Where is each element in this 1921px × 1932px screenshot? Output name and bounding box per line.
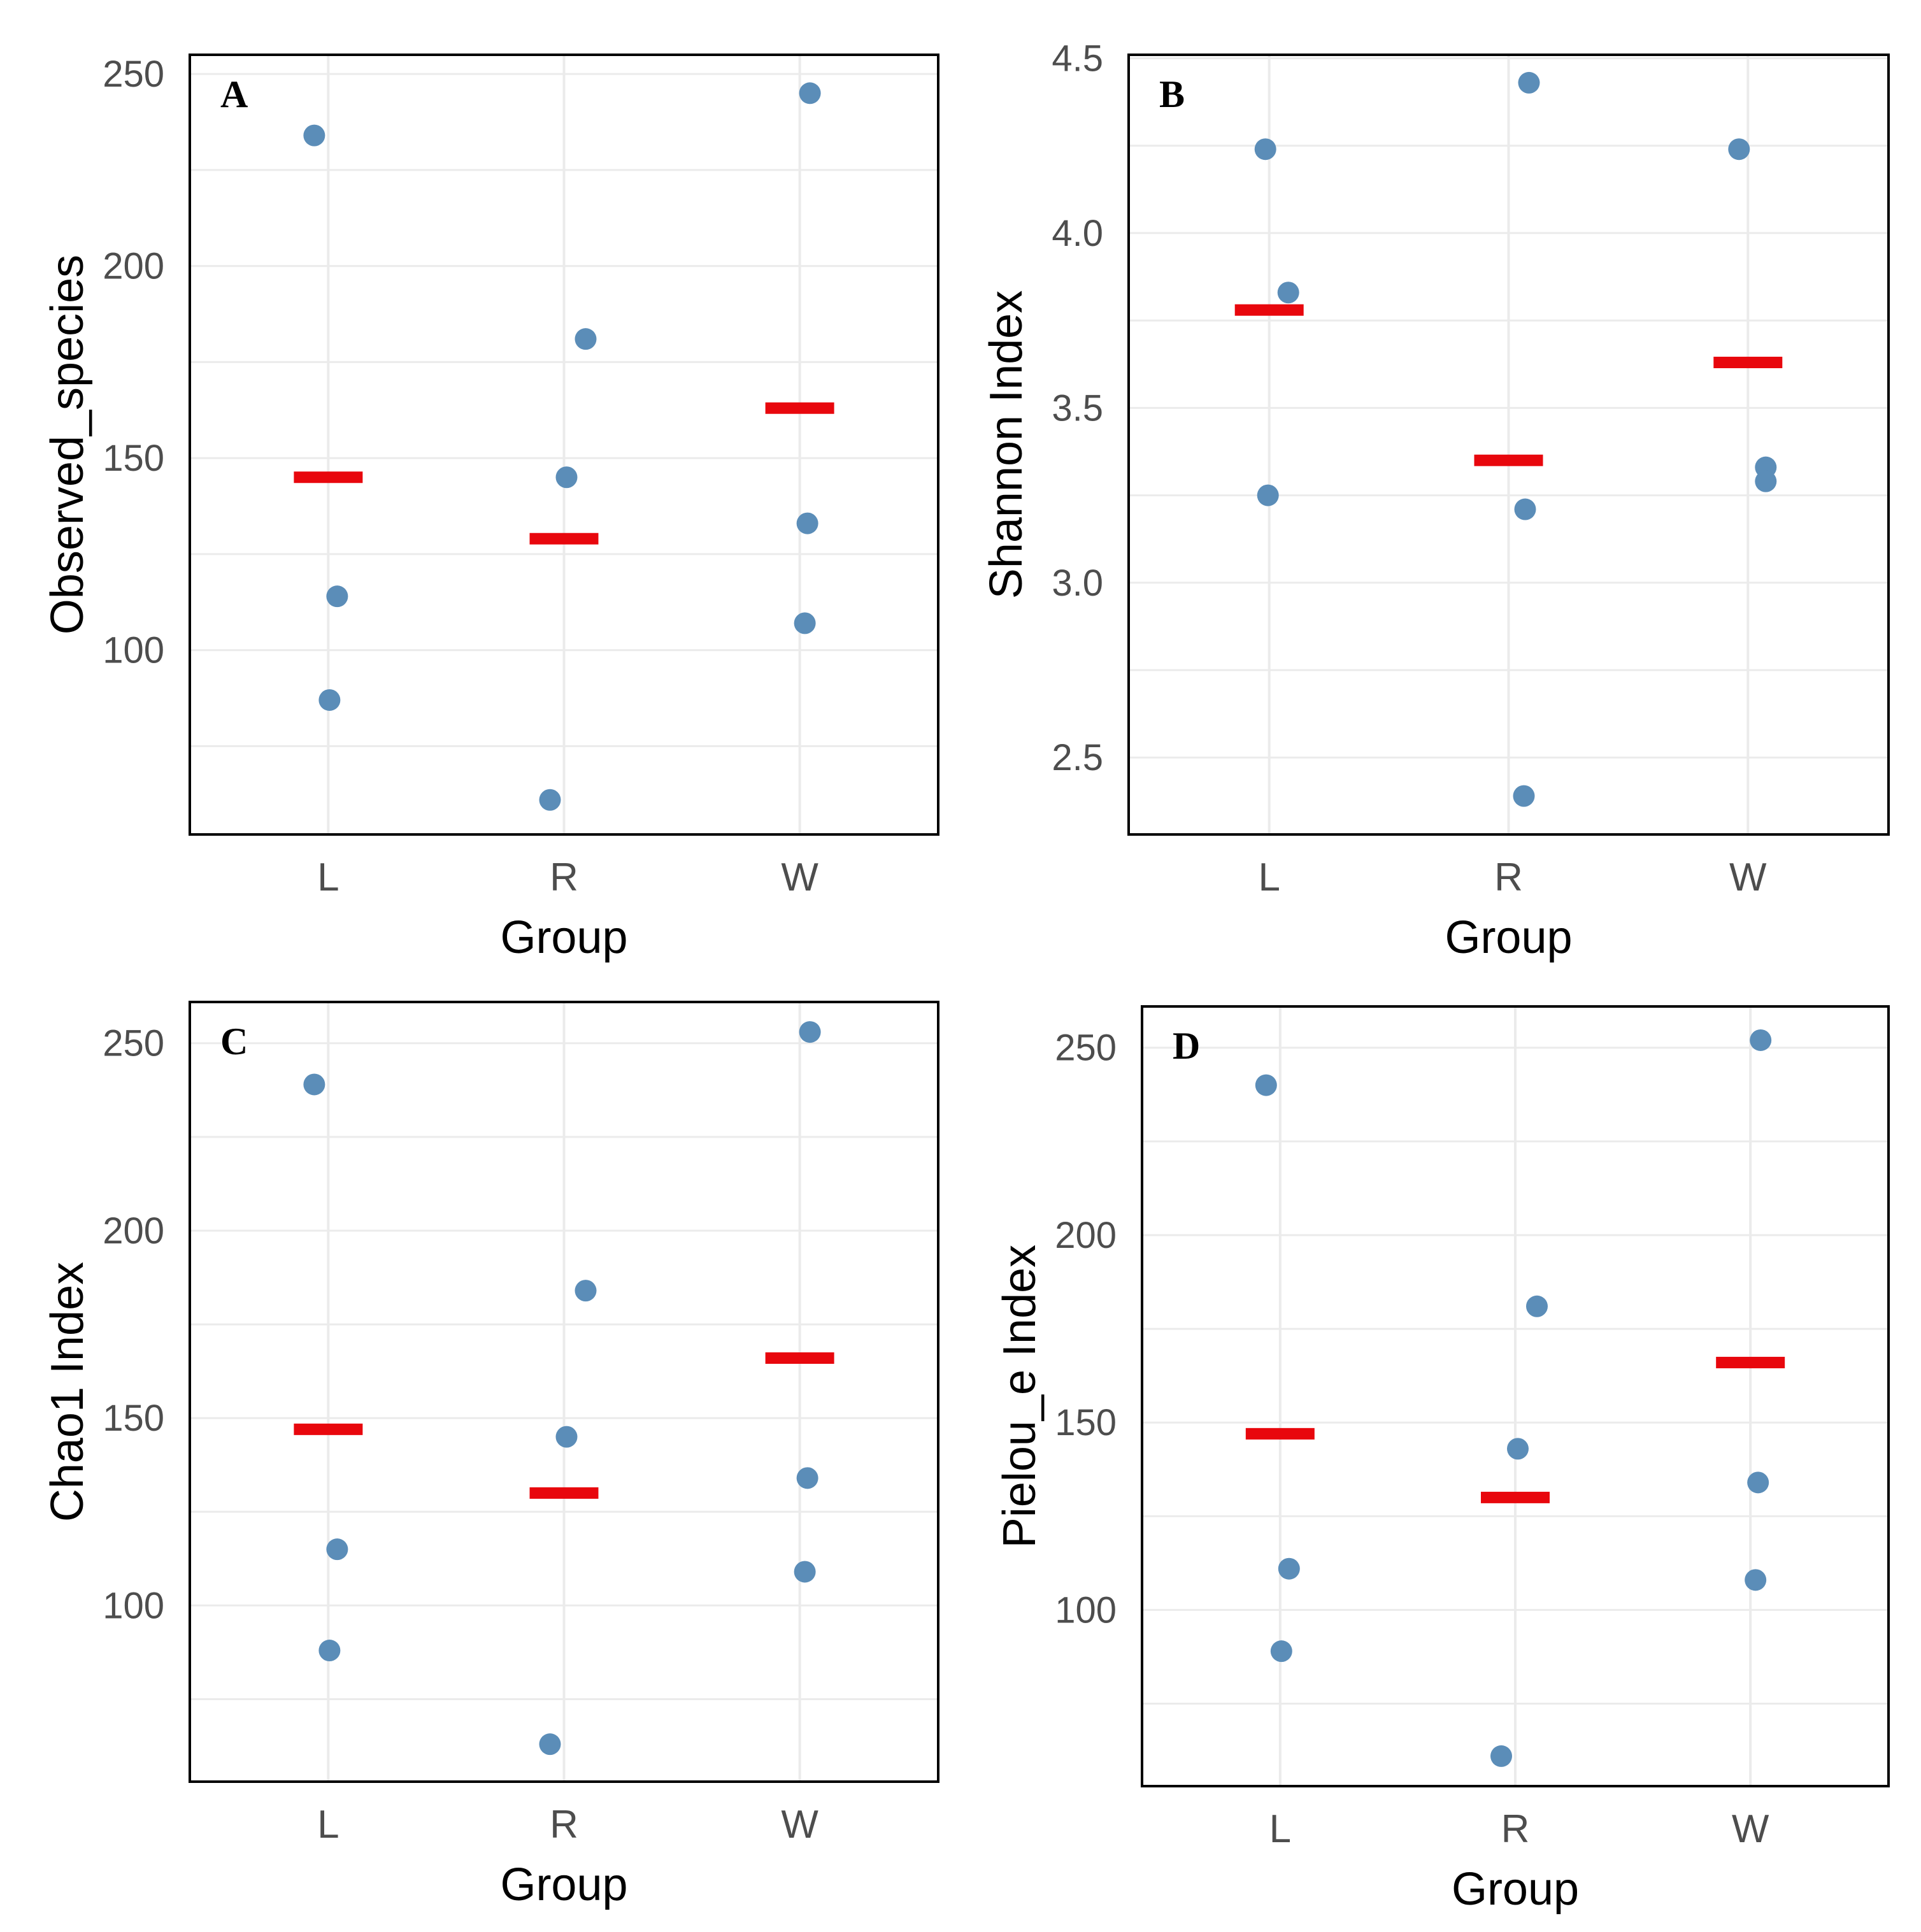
panel-D-mean-bar-L bbox=[1245, 1428, 1315, 1440]
panel-A-point-L bbox=[326, 585, 348, 608]
panel-D-point-W bbox=[1750, 1029, 1772, 1051]
panel-A-letter: A bbox=[220, 73, 248, 115]
panel-B-mean-bar-L bbox=[1234, 304, 1304, 316]
panel-B-point-L bbox=[1254, 138, 1276, 161]
panel-C-x-tick-label: R bbox=[550, 1803, 578, 1847]
panel-C-mean-bar-L bbox=[294, 1423, 363, 1435]
panel-A-point-W bbox=[794, 612, 816, 634]
panel-D-x-tick-label: W bbox=[1732, 1807, 1769, 1851]
panel-B-y-tick-label: 3.0 bbox=[1052, 562, 1103, 604]
panel-B-y-tick-label: 4.0 bbox=[1052, 213, 1103, 254]
panel-D-point-R bbox=[1507, 1438, 1529, 1460]
panel-A-point-R bbox=[539, 789, 561, 811]
panel-B-point-R bbox=[1513, 785, 1535, 807]
panel-D-y-tick-label: 250 bbox=[1055, 1027, 1117, 1069]
panel-A-mean-bar-R bbox=[529, 533, 599, 545]
panel-A-point-R bbox=[555, 466, 578, 489]
panel-B-point-R bbox=[1514, 498, 1536, 520]
panel-C-x-tick-label: L bbox=[317, 1803, 339, 1847]
panel-C-point-R bbox=[575, 1280, 597, 1302]
panel-A-frame bbox=[189, 54, 939, 836]
panel-D-y-tick-label: 200 bbox=[1055, 1215, 1117, 1256]
panel-B-point-L bbox=[1277, 282, 1299, 304]
panel-B-frame bbox=[1127, 54, 1890, 836]
panel-C-point-L bbox=[326, 1538, 348, 1561]
panel-C-point-L bbox=[318, 1640, 341, 1662]
panel-A-point-L bbox=[318, 689, 341, 711]
panel-C-mean-bar-W bbox=[765, 1352, 834, 1364]
panel-C-frame bbox=[189, 1001, 939, 1783]
panel-B-mean-bar-R bbox=[1474, 454, 1543, 466]
panel-D-point-L bbox=[1278, 1557, 1300, 1580]
panel-C-point-R bbox=[555, 1426, 578, 1448]
panel-D-y-tick-label: 150 bbox=[1055, 1402, 1117, 1443]
panel-A-mean-bar-W bbox=[765, 402, 834, 414]
panel-C-y-axis-title: Chao1 Index bbox=[42, 1262, 93, 1522]
panel-C-point-W bbox=[796, 1467, 818, 1489]
panel-C-y-tick-label: 100 bbox=[103, 1585, 164, 1626]
panel-C-point-R bbox=[539, 1733, 561, 1756]
panel-D-y-tick-label: 100 bbox=[1055, 1589, 1117, 1631]
panel-B-x-tick-label: L bbox=[1258, 855, 1280, 899]
panel-D-point-L bbox=[1270, 1640, 1292, 1663]
panel-A-point-W bbox=[799, 82, 821, 104]
panel-B-point-W bbox=[1755, 470, 1777, 492]
panel-C-letter: C bbox=[220, 1020, 248, 1063]
panel-A-y-tick-label: 150 bbox=[103, 438, 164, 479]
panel-C-x-tick-label: W bbox=[781, 1803, 818, 1847]
panel-B-letter: B bbox=[1159, 73, 1185, 115]
panel-B-x-axis-title: Group bbox=[1445, 912, 1572, 963]
panel-A-point-W bbox=[796, 512, 818, 534]
panel-A-x-tick-label: L bbox=[317, 855, 339, 899]
panel-A-x-axis-title: Group bbox=[500, 912, 627, 963]
panel-D-x-tick-label: L bbox=[1269, 1807, 1291, 1851]
panel-C-point-L bbox=[303, 1073, 325, 1096]
panel-A-mean-bar-L bbox=[294, 471, 363, 483]
panel-C-point-W bbox=[794, 1561, 816, 1583]
panel-A-point-R bbox=[575, 328, 597, 350]
panel-B-y-axis-title: Shannon Index bbox=[981, 290, 1032, 599]
panel-B-x-tick-label: R bbox=[1494, 855, 1523, 899]
panel-B-x-tick-label: W bbox=[1729, 855, 1767, 899]
panel-D-letter: D bbox=[1173, 1025, 1200, 1067]
panel-A-point-L bbox=[303, 124, 325, 147]
panel-D-frame bbox=[1141, 1005, 1890, 1787]
panel-B-point-W bbox=[1728, 138, 1750, 161]
panel-A-x-tick-label: R bbox=[550, 855, 578, 899]
panel-C-mean-bar-R bbox=[529, 1487, 599, 1499]
panel-B-y-tick-label: 3.5 bbox=[1052, 387, 1103, 429]
panel-D-point-R bbox=[1490, 1745, 1512, 1767]
panel-D-point-L bbox=[1255, 1074, 1277, 1096]
panel-C-point-W bbox=[799, 1021, 821, 1043]
panel-B-y-tick-label: 4.5 bbox=[1052, 38, 1103, 79]
panel-B-mean-bar-W bbox=[1713, 357, 1783, 369]
panel-B-y-tick-label: 2.5 bbox=[1052, 737, 1103, 778]
panel-C-y-tick-label: 250 bbox=[103, 1023, 164, 1064]
panel-D-point-W bbox=[1745, 1569, 1767, 1591]
panel-D-point-W bbox=[1747, 1471, 1769, 1494]
panel-A-y-tick-label: 250 bbox=[103, 54, 164, 95]
panel-D-x-axis-title: Group bbox=[1452, 1864, 1579, 1915]
panel-D-mean-bar-W bbox=[1716, 1357, 1785, 1369]
panel-D-point-R bbox=[1526, 1295, 1548, 1317]
panel-C-y-tick-label: 200 bbox=[103, 1210, 164, 1252]
panel-C-x-axis-title: Group bbox=[500, 1859, 627, 1910]
panel-A-y-axis-title: Observed_species bbox=[42, 255, 93, 634]
panel-A-y-tick-label: 100 bbox=[103, 630, 164, 671]
panel-A-x-tick-label: W bbox=[781, 855, 818, 899]
panel-A-y-tick-label: 200 bbox=[103, 246, 164, 287]
panel-B-point-L bbox=[1257, 484, 1279, 506]
panel-C-y-tick-label: 150 bbox=[103, 1398, 164, 1439]
panel-B-point-R bbox=[1518, 71, 1540, 94]
panel-D-x-tick-label: R bbox=[1501, 1807, 1530, 1851]
panel-D-mean-bar-R bbox=[1481, 1491, 1550, 1503]
panel-D-y-axis-title: Pielou_e Index bbox=[994, 1245, 1045, 1548]
